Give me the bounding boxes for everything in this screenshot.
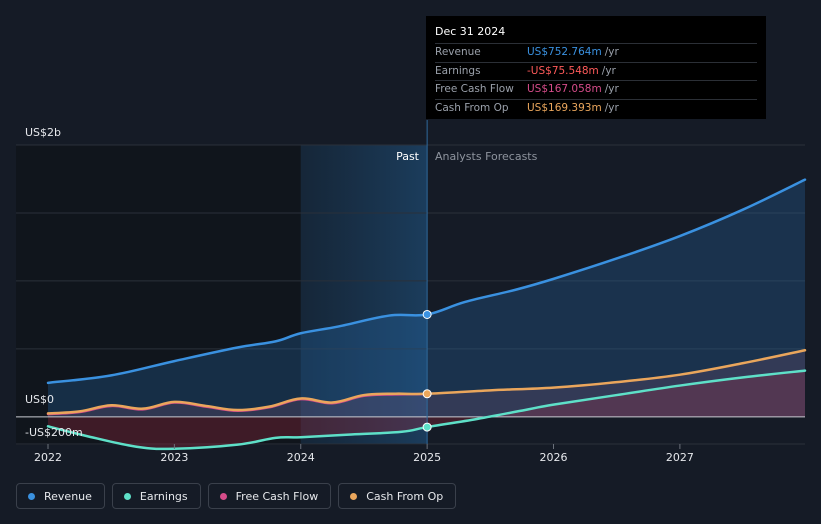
cash-from-op-marker	[422, 389, 432, 399]
tooltip-unit: /yr	[604, 46, 619, 58]
legend: Revenue Earnings Free Cash Flow Cash Fro…	[16, 483, 457, 509]
revenue-area	[48, 179, 805, 417]
tooltip-row-free-cash-flow: Free Cash Flow US$167.058m /yr	[435, 80, 757, 99]
earnings-marker	[422, 422, 432, 432]
tooltip-value: US$752.764m	[527, 46, 602, 58]
x-tick-label: 2026	[540, 451, 568, 464]
legend-label: Revenue	[44, 489, 92, 503]
cash-from-op-line	[46, 348, 807, 415]
legend-dot-icon	[28, 492, 35, 500]
tooltip-value: -US$75.548m	[527, 64, 599, 77]
legend-dot-icon	[350, 492, 358, 500]
legend-dot-icon	[123, 492, 131, 500]
legend-dot-icon	[219, 492, 227, 500]
tooltip-label: Cash From Op	[435, 101, 509, 114]
x-axis-ticks: 2022 2023 2024 2025 2026 2027	[34, 444, 694, 464]
y-label-top: US$2b	[25, 126, 61, 139]
tooltip-unit: /yr	[604, 101, 619, 114]
tooltip-unit: /yr	[604, 83, 619, 95]
earnings-area	[48, 370, 805, 449]
tooltip-label: Earnings	[435, 64, 481, 77]
tooltip-row-earnings: Earnings -US$75.548m /yr	[435, 61, 757, 81]
x-tick-label: 2027	[666, 451, 694, 464]
earnings-line	[46, 369, 807, 451]
forecast-label: Analysts Forecasts	[435, 150, 538, 163]
y-label-bottom: -US$200m	[25, 426, 83, 439]
tooltip-label: Free Cash Flow	[435, 83, 514, 95]
series-lines	[46, 178, 807, 451]
tooltip-value: US$167.058m	[527, 83, 602, 95]
x-tick-label: 2022	[34, 451, 62, 464]
legend-label: Earnings	[139, 489, 188, 503]
gridlines	[16, 144, 805, 445]
tooltip-label: Revenue	[435, 46, 481, 58]
x-tick-label: 2025	[413, 451, 441, 464]
tooltip-row-revenue: Revenue US$752.764m /yr	[435, 43, 757, 62]
revenue-marker	[422, 309, 432, 319]
legend-label: Cash From Op	[366, 489, 444, 503]
y-label-zero: US$0	[25, 393, 54, 406]
tooltip-value: US$169.393m	[527, 101, 602, 114]
legend-item-cash-from-op[interactable]: Cash From Op	[338, 483, 457, 509]
series-markers	[422, 309, 432, 432]
tooltip-row-cash-from-op: Cash From Op US$169.393m /yr	[435, 98, 757, 118]
legend-label: Free Cash Flow	[235, 489, 319, 503]
legend-item-earnings[interactable]: Earnings	[111, 483, 201, 509]
past-label: Past	[396, 150, 420, 163]
tooltip-unit: /yr	[601, 64, 616, 77]
tooltip-date: Dec 31 2024	[435, 25, 506, 38]
legend-item-revenue[interactable]: Revenue	[16, 483, 105, 509]
legend-item-free-cash-flow[interactable]: Free Cash Flow	[207, 483, 332, 509]
series-areas	[48, 179, 805, 449]
x-tick-label: 2024	[287, 451, 315, 464]
revenue-line	[46, 178, 807, 385]
x-tick-label: 2023	[160, 451, 188, 464]
cash-from-op-area	[48, 350, 805, 417]
tooltip: Dec 31 2024 Revenue US$752.764m /yr Earn…	[426, 16, 766, 119]
